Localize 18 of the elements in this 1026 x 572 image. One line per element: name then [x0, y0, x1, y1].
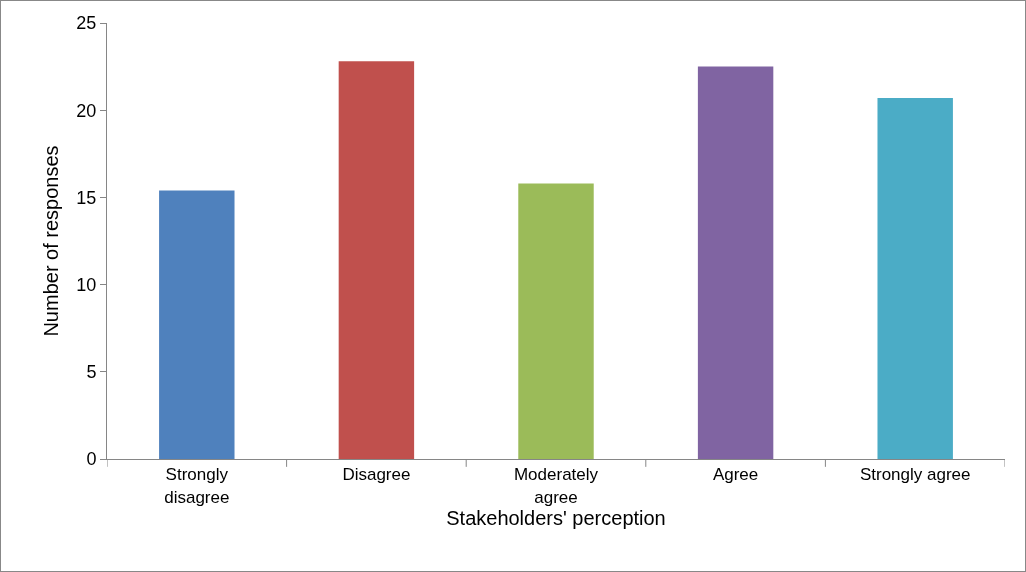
y-tick-label: 10 — [76, 274, 97, 295]
x-tick-label: Strongly disagree — [164, 465, 230, 507]
y-tick-label: 15 — [76, 187, 97, 208]
y-tick-label: 25 — [76, 13, 97, 34]
x-tick-label: Strongly agree — [859, 465, 971, 485]
bar — [518, 183, 594, 459]
y-tick-label: 5 — [86, 362, 97, 383]
y-tick-label: 0 — [86, 449, 97, 470]
y-axis-title: Number of responses — [39, 145, 62, 337]
bar — [338, 61, 415, 459]
x-axis-title: Stakeholders' perception — [446, 506, 666, 529]
x-tick-label: Disagree — [342, 465, 411, 485]
x-tick-label: Moderately agree — [513, 465, 599, 507]
bar — [697, 66, 774, 459]
y-tick-label: 20 — [76, 100, 97, 121]
bar — [159, 190, 235, 459]
bar — [877, 97, 953, 459]
x-tick-label: Agree — [712, 465, 759, 485]
